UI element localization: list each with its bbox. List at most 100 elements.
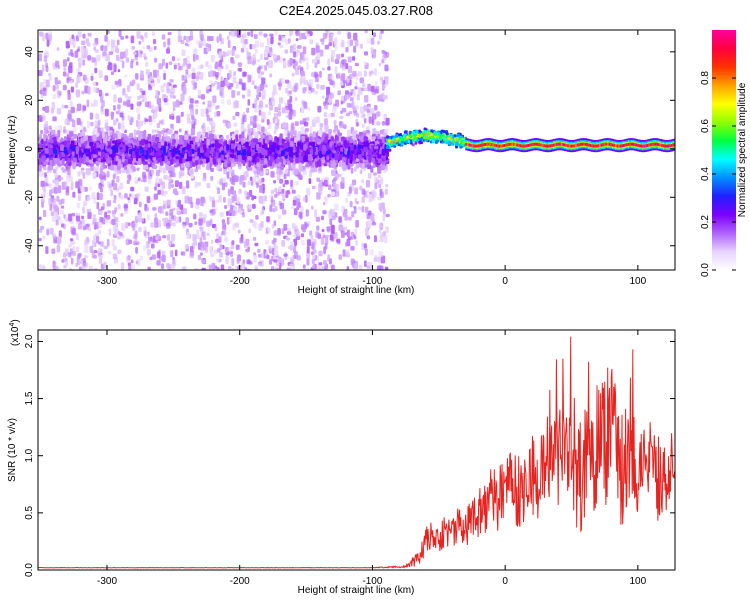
- heatmap-cell: [309, 39, 314, 45]
- heatmap-cell: [236, 196, 240, 205]
- heatmap-cell: [384, 188, 388, 195]
- heatmap-cell: [101, 175, 106, 180]
- heatmap-cell: [208, 264, 212, 270]
- heatmap-cell: [276, 172, 281, 180]
- heatmap-cell: [221, 219, 226, 224]
- heatmap-cell: [382, 79, 386, 85]
- heatmap-cell: [123, 74, 128, 78]
- heatmap-cell: [152, 39, 157, 45]
- heatmap-cell: [168, 181, 172, 190]
- heatmap-cell: [200, 196, 205, 204]
- heatmap-cell: [284, 169, 289, 174]
- heatmap-cell: [296, 194, 301, 200]
- heatmap-cell: [245, 170, 249, 177]
- heatmap-cell: [377, 165, 382, 174]
- heatmap-cell: [239, 237, 244, 244]
- heatmap-cell: [39, 31, 43, 37]
- heatmap-cell: [96, 202, 100, 210]
- heatmap-cell: [87, 211, 92, 220]
- heatmap-cell: [45, 130, 50, 134]
- heatmap-cell: [55, 166, 59, 171]
- heatmap-cell: [120, 262, 125, 270]
- heatmap-cell: [284, 38, 289, 45]
- heatmap-cell: [248, 204, 252, 210]
- heatmap-cell: [361, 123, 365, 128]
- heatmap-cell: [372, 128, 377, 136]
- heatmap-cell: [282, 183, 286, 188]
- heatmap-cell: [161, 250, 166, 255]
- heatmap-cell: [61, 223, 65, 228]
- heatmap-cell: [174, 249, 178, 257]
- heatmap-cell: [251, 60, 255, 66]
- heatmap-cell: [230, 30, 235, 37]
- heatmap-cell: [184, 243, 189, 250]
- heatmap-cell: [249, 219, 254, 223]
- heatmap-cell: [301, 76, 306, 80]
- heatmap-cell: [346, 102, 351, 108]
- heatmap-cell: [270, 199, 276, 207]
- heatmap-cell: [38, 159, 42, 164]
- heatmap-cell: [255, 158, 260, 163]
- heatmap-cell: [272, 117, 276, 124]
- heatmap-cell: [182, 86, 187, 95]
- heatmap-cell: [291, 189, 296, 194]
- heatmap-cell: [289, 244, 293, 251]
- heatmap-cell: [221, 177, 227, 183]
- heatmap-cell: [76, 118, 81, 125]
- heatmap-cell: [136, 31, 141, 39]
- heatmap-cell: [55, 84, 59, 90]
- heatmap-cell: [85, 38, 90, 44]
- heatmap-cell: [352, 90, 356, 98]
- heatmap-cell: [65, 190, 70, 196]
- heatmap-cell: [38, 115, 43, 119]
- heatmap-cell: [153, 186, 157, 191]
- heatmap-cell: [108, 228, 112, 237]
- heatmap-cell: [254, 105, 258, 113]
- heatmap-cell: [133, 197, 138, 205]
- heatmap-cell: [70, 86, 74, 93]
- heatmap-cell: [256, 177, 261, 185]
- heatmap-cell: [379, 76, 384, 81]
- heatmap-cell: [80, 40, 86, 46]
- heatmap-cell: [325, 237, 329, 245]
- heatmap-cell: [267, 227, 271, 233]
- heatmap-cell: [385, 213, 390, 218]
- heatmap-cell: [268, 245, 271, 253]
- heatmap-cell: [223, 196, 226, 203]
- heatmap-cell: [258, 262, 262, 266]
- heatmap-cell: [117, 249, 122, 255]
- heatmap-cell: [124, 93, 129, 99]
- heatmap-cell: [227, 198, 233, 207]
- heatmap-cell: [201, 231, 206, 237]
- heatmap-cell: [52, 116, 57, 122]
- heatmap-cell: [353, 205, 357, 209]
- heatmap-cell: [80, 170, 84, 175]
- heatmap-cell: [364, 51, 369, 56]
- heatmap-cell: [117, 69, 121, 73]
- heatmap-cell: [82, 33, 86, 39]
- heatmap-cell: [321, 182, 325, 187]
- heatmap-cell: [315, 216, 321, 222]
- heatmap-cell: [104, 35, 108, 42]
- heatmap-cell: [353, 235, 357, 240]
- heatmap-cell: [223, 169, 228, 174]
- heatmap-cell: [274, 205, 278, 212]
- heatmap-cell: [136, 120, 139, 127]
- heatmap-cell: [231, 48, 235, 57]
- heatmap-cell: [274, 124, 278, 133]
- heatmap-cell: [111, 218, 116, 226]
- heatmap-cell: [100, 179, 105, 184]
- heatmap-cell: [112, 253, 118, 260]
- heatmap-cell: [372, 191, 377, 198]
- heatmap-cell: [202, 101, 206, 105]
- heatmap-cell: [98, 258, 103, 265]
- heatmap-cell: [253, 34, 258, 39]
- heatmap-cell: [295, 38, 299, 42]
- heatmap-cell: [382, 208, 386, 215]
- heatmap-cell: [123, 204, 128, 209]
- heatmap-cell: [197, 89, 202, 97]
- heatmap-cell: [207, 35, 210, 42]
- heatmap-cell: [128, 174, 132, 181]
- heatmap-cell: [125, 35, 129, 39]
- heatmap-cell: [60, 167, 65, 171]
